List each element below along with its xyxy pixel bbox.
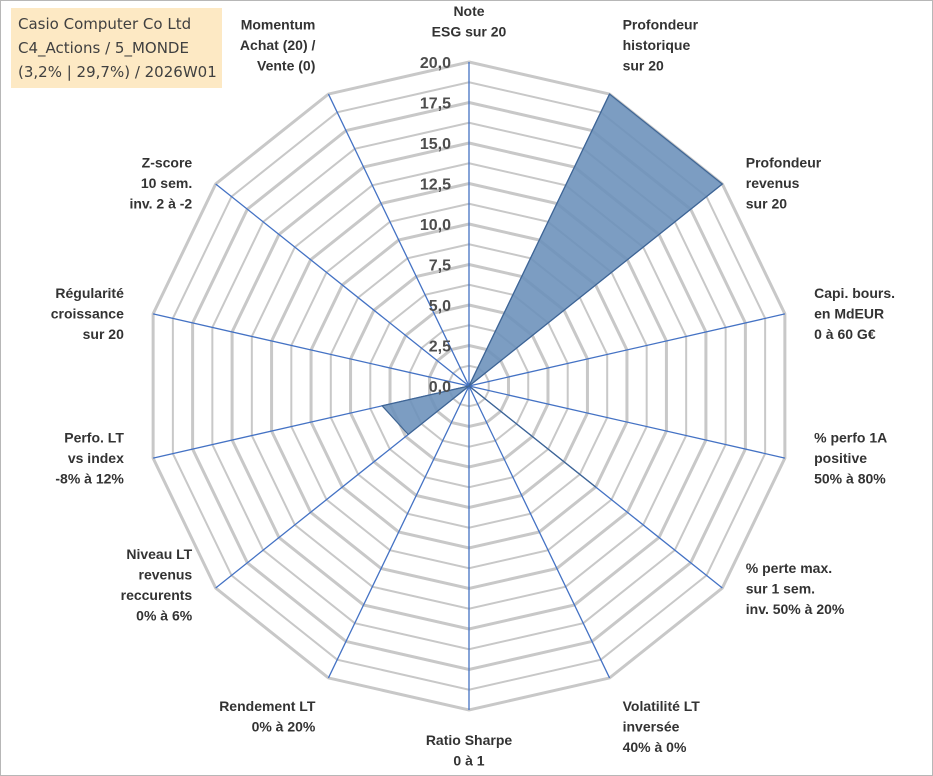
category-label: Perfo. LT vs index -8% à 12% — [55, 430, 124, 487]
axis-spoke — [215, 183, 470, 387]
category-label: Profondeur historique sur 20 — [623, 17, 699, 74]
axis-spoke — [468, 385, 611, 679]
data-series-area — [380, 93, 724, 488]
category-label: Note ESG sur 20 — [432, 3, 507, 40]
radial-tick-label: 12,5 — [420, 177, 451, 194]
axis-spoke — [468, 385, 786, 459]
category-label: Capi. bours. en MdEUR 0 à 60 G€ — [814, 285, 895, 342]
radial-tick-label: 17,5 — [420, 96, 451, 113]
axis-spoke — [327, 385, 470, 679]
radial-tick-label: 7,5 — [429, 258, 451, 275]
info-box: Casio Computer Co Ltd C4_Actions / 5_MON… — [11, 8, 222, 88]
axis-spoke — [468, 313, 786, 387]
axis-spoke — [327, 93, 470, 387]
category-label: Régularité croissance sur 20 — [51, 285, 124, 342]
info-company-name: Casio Computer Co Ltd — [18, 15, 192, 33]
category-label: Momentum Achat (20) / Vente (0) — [240, 17, 316, 74]
radial-tick-label: 5,0 — [429, 298, 451, 315]
radial-tick-label: 20,0 — [420, 55, 451, 72]
info-stats: (3,2% | 29,7%) / 2026W01 — [18, 63, 217, 81]
category-label: % perfo 1A positive 50% à 80% — [814, 430, 887, 487]
category-label: Rendement LT 0% à 20% — [219, 698, 316, 735]
category-label: Ratio Sharpe 0 à 1 — [426, 732, 513, 769]
info-portfolio: C4_Actions / 5_MONDE — [18, 39, 189, 57]
category-label: Volatilité LT inversée 40% à 0% — [623, 698, 701, 755]
category-label: Niveau LT revenus reccurents 0% à 6% — [121, 546, 193, 624]
radial-tick-label: 10,0 — [420, 217, 451, 234]
category-label: % perte max. sur 1 sem. inv. 50% à 20% — [746, 560, 845, 617]
radial-tick-label: 0,0 — [429, 379, 451, 396]
axis-spoke — [152, 313, 470, 387]
category-label: Profondeur revenus sur 20 — [746, 154, 822, 211]
category-label: Z-score 10 sem. inv. 2 à -2 — [129, 154, 192, 211]
radial-tick-label: 15,0 — [420, 136, 451, 153]
radial-tick-label: 2,5 — [429, 339, 451, 356]
